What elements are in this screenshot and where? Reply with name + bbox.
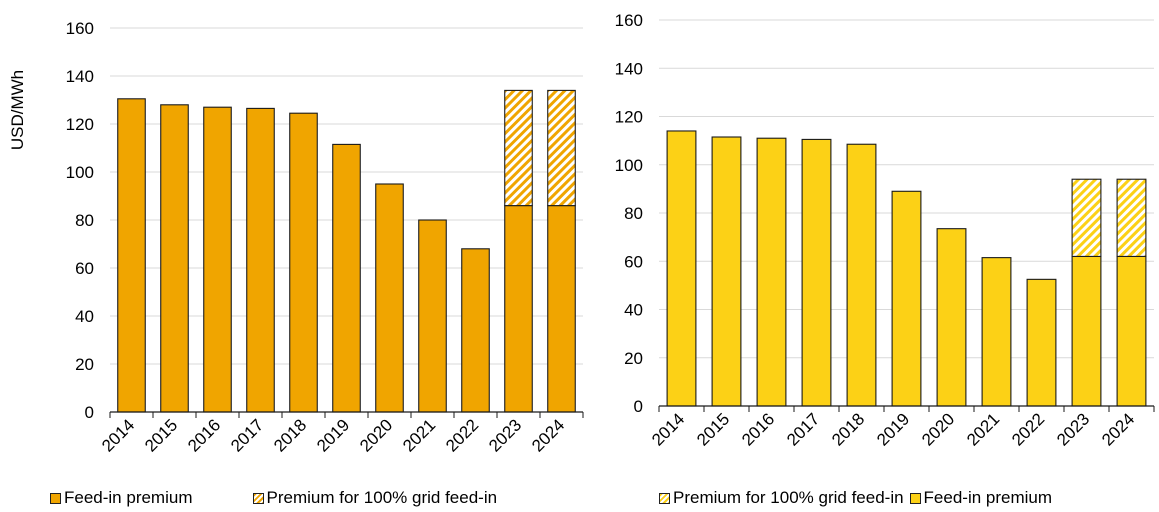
bar-segment-feed-in-premium (801, 138, 832, 407)
bar-segment-feed-in-premium (332, 143, 361, 413)
bar-segment-feed-in-premium (160, 104, 189, 413)
x-tick-label: 2015 (693, 409, 733, 449)
legend-swatch-hatched-icon (252, 492, 264, 504)
bar-segment-feed-in-premium (504, 205, 533, 413)
bar-segment-feed-in-premium (375, 183, 404, 413)
legend-label: Feed-in premium (923, 488, 1053, 507)
x-tick-label: 2016 (184, 415, 224, 455)
y-tick-label: 140 (66, 67, 94, 86)
y-tick-label: 40 (75, 307, 94, 326)
legend-swatch-hatched-icon (659, 492, 670, 504)
bar-segment-feed-in-premium (418, 219, 447, 413)
x-tick-label: 2019 (873, 409, 913, 449)
legend-swatch-solid-icon (909, 492, 921, 504)
y-tick-label: 100 (66, 163, 94, 182)
legend-label: Premium for 100% grid feed-in (266, 488, 498, 507)
bar-segment-feed-in-premium (246, 107, 275, 413)
x-tick-label: 2018 (270, 415, 310, 455)
legend-label: Feed-in premium (64, 488, 193, 507)
bar-segment-feed-in-premium (1026, 278, 1057, 407)
y-tick-label: 20 (624, 349, 643, 368)
x-tick-label: 2018 (828, 409, 868, 449)
y-tick-label: 60 (75, 259, 94, 278)
x-tick-label: 2015 (141, 415, 181, 455)
legend-item-feed-in-premium: Feed-in premium (909, 488, 1053, 508)
y-tick-label: 160 (66, 19, 94, 38)
bar-segment-feed-in-premium (936, 228, 967, 407)
bar-segment-feed-in-premium (203, 106, 232, 413)
y-tick-label: 80 (75, 211, 94, 230)
bar-segment-grid-feed-in (547, 89, 576, 207)
bar-segment-feed-in-premium (711, 136, 742, 407)
legend-item-grid-feed-in: Premium for 100% grid feed-in (252, 488, 498, 508)
y-tick-label: 80 (624, 204, 643, 223)
y-tick-label: 160 (615, 11, 643, 30)
bar-segment-feed-in-premium (461, 248, 490, 413)
y-tick-label: 100 (615, 156, 643, 175)
x-tick-label: 2021 (399, 415, 439, 455)
x-tick-label: 2019 (313, 415, 353, 455)
legend-right: Premium for 100% grid feed-in Feed-in pr… (659, 488, 1052, 508)
bar-segment-feed-in-premium (846, 143, 877, 407)
bar-segment-feed-in-premium (891, 190, 922, 407)
bar-segment-feed-in-premium (1071, 255, 1102, 407)
bar-segment-feed-in-premium (756, 137, 787, 407)
y-tick-label: 40 (624, 301, 643, 320)
bar-segment-feed-in-premium (289, 112, 318, 413)
x-tick-label: 2024 (1098, 409, 1138, 449)
y-tick-label: 0 (85, 403, 94, 422)
bar-segment-feed-in-premium (666, 130, 697, 407)
y-tick-label: 120 (615, 108, 643, 127)
x-tick-label: 2014 (98, 415, 138, 455)
bar-segment-feed-in-premium (547, 205, 576, 413)
x-tick-label: 2020 (918, 409, 958, 449)
x-tick-label: 2017 (227, 415, 267, 455)
y-axis-title: USD/MWh (8, 70, 27, 150)
bar-segment-grid-feed-in (504, 89, 533, 207)
y-tick-label: 60 (624, 252, 643, 271)
x-tick-label: 2016 (738, 409, 778, 449)
bar-segment-grid-feed-in (1071, 178, 1102, 257)
bar-segment-feed-in-premium (1116, 255, 1147, 407)
bar-segment-grid-feed-in (1116, 178, 1147, 257)
legend-label: Premium for 100% grid feed-in (673, 488, 904, 507)
x-tick-label: 2017 (783, 409, 823, 449)
y-tick-label: 140 (615, 59, 643, 78)
y-tick-label: 0 (634, 397, 643, 416)
x-tick-label: 2020 (356, 415, 396, 455)
legend-item-feed-in-premium: Feed-in premium (50, 488, 193, 508)
x-tick-label: 2021 (963, 409, 1003, 449)
legend-left: Feed-in premium Premium for 100% grid fe… (50, 488, 497, 508)
x-tick-label: 2023 (1053, 409, 1093, 449)
x-tick-label: 2023 (485, 415, 525, 455)
x-tick-label: 2022 (442, 415, 482, 455)
x-tick-label: 2014 (648, 409, 688, 449)
bar-segment-feed-in-premium (981, 257, 1012, 407)
legend-item-grid-feed-in: Premium for 100% grid feed-in (659, 488, 904, 508)
y-tick-label: 120 (66, 115, 94, 134)
y-tick-label: 20 (75, 355, 94, 374)
legend-swatch-solid-icon (50, 492, 61, 504)
x-tick-label: 2022 (1008, 409, 1048, 449)
x-tick-label: 2024 (528, 415, 568, 455)
bar-segment-feed-in-premium (117, 98, 146, 413)
